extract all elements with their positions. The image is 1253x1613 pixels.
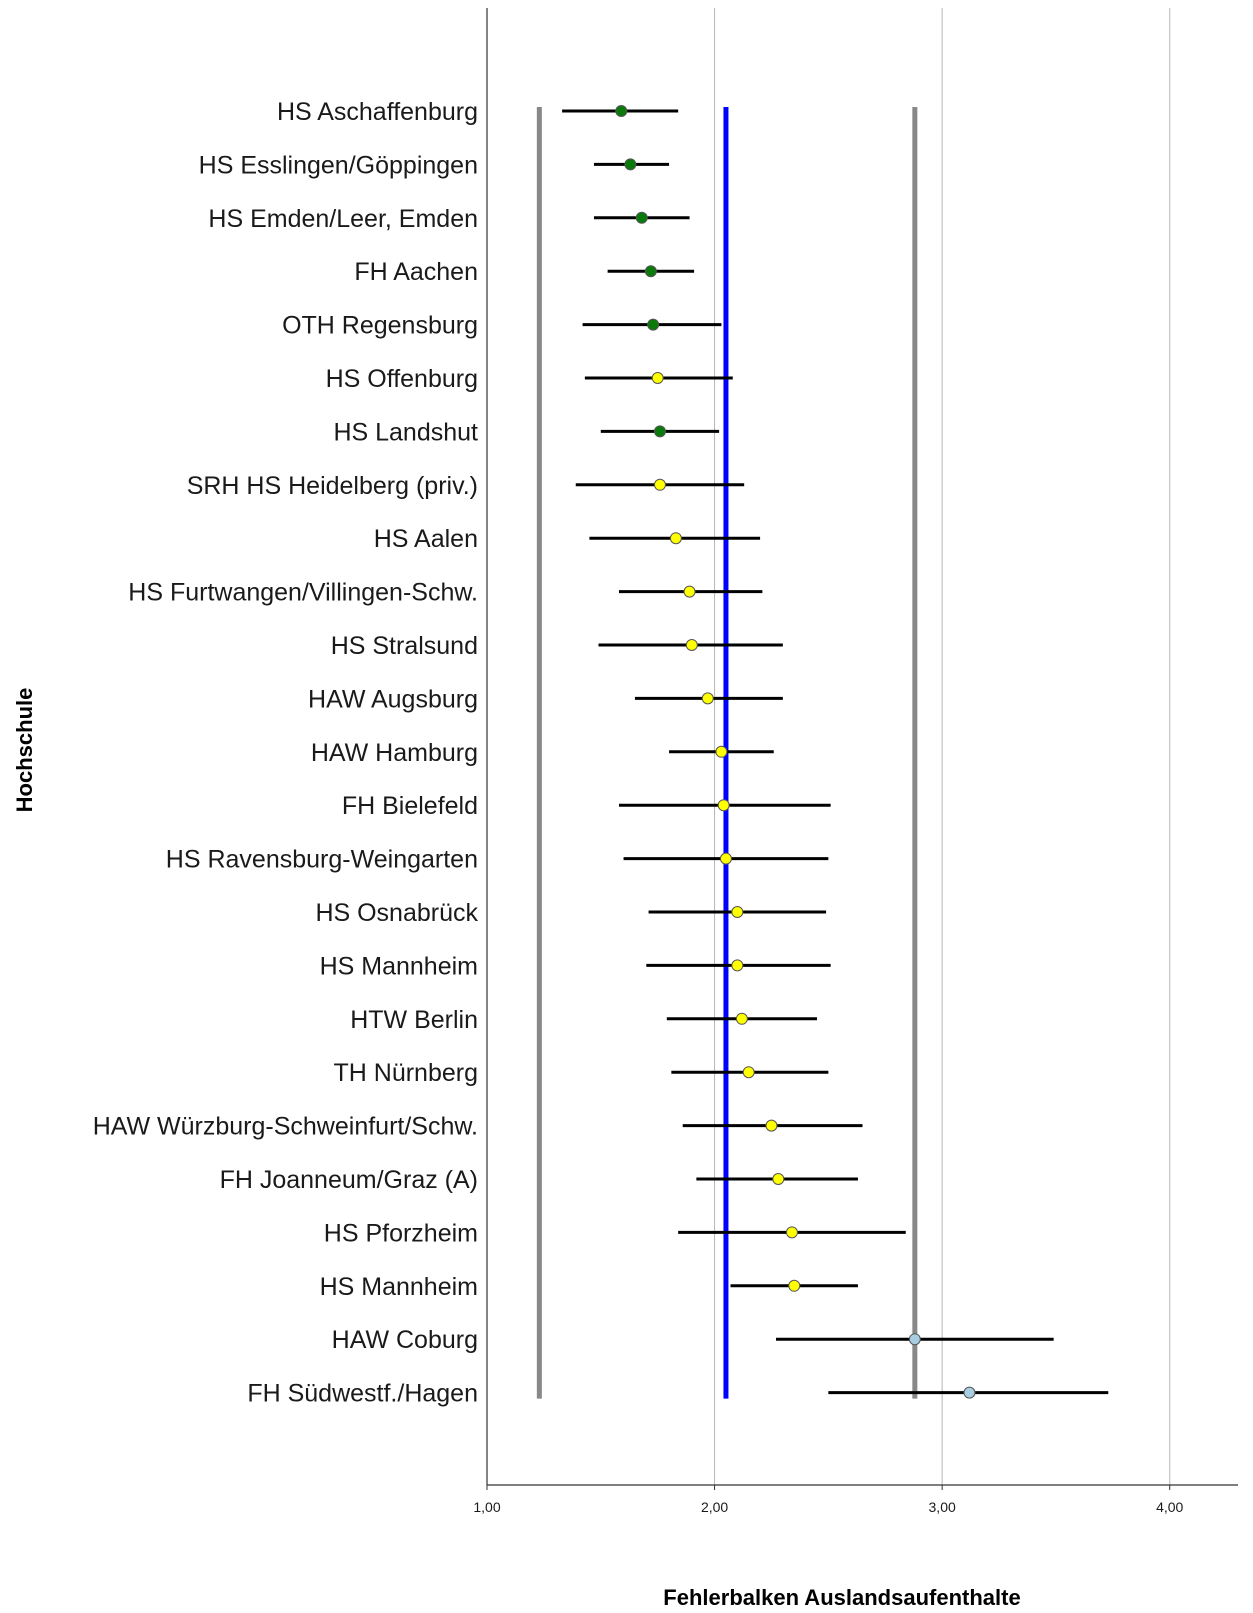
mean-marker bbox=[908, 1333, 921, 1346]
x-tick-label: 3,00 bbox=[929, 1499, 956, 1515]
category-labels: HS Aschaffenburg HS Esslingen/Göppingen HS… bbox=[93, 98, 479, 1408]
x-tick-labels: 1,00 2,00 3,00 4,00 bbox=[473, 1485, 1184, 1515]
mean-marker bbox=[669, 532, 682, 545]
mean-marker bbox=[653, 425, 666, 438]
category-label: HS Aalen bbox=[374, 525, 478, 553]
mean-marker bbox=[647, 318, 660, 331]
mean-marker bbox=[635, 211, 648, 224]
category-label: HS Esslingen/Göppingen bbox=[199, 151, 478, 179]
mean-marker bbox=[772, 1173, 785, 1185]
category-label: HS Furtwangen/Villingen-Schw. bbox=[128, 579, 478, 607]
category-label: SRH HS Heidelberg (priv.) bbox=[187, 472, 478, 500]
category-label: HS Stralsund bbox=[331, 632, 478, 660]
x-tick-label: 4,00 bbox=[1156, 1499, 1183, 1515]
x-axis-title: Fehlerbalken Auslandsaufenthalte bbox=[663, 1585, 1020, 1610]
mean-marker bbox=[717, 799, 730, 812]
mean-marker bbox=[615, 105, 628, 117]
gridlines bbox=[714, 8, 1171, 1485]
category-label: FH Bielefeld bbox=[342, 792, 478, 820]
category-label: HS Mannheim bbox=[320, 1273, 478, 1301]
mean-marker bbox=[785, 1226, 798, 1239]
category-label: FH Joanneum/Graz (A) bbox=[220, 1166, 478, 1194]
y-axis-title: Hochschule bbox=[12, 688, 37, 813]
category-label: HAW Coburg bbox=[332, 1326, 478, 1354]
category-label: OTH Regensburg bbox=[282, 312, 478, 340]
category-label: HAW Augsburg bbox=[308, 685, 478, 713]
axes bbox=[486, 8, 1238, 1486]
mean-marker bbox=[644, 265, 657, 278]
category-label: HS Pforzheim bbox=[324, 1219, 478, 1247]
category-label: HTW Berlin bbox=[350, 1006, 478, 1034]
mean-marker bbox=[701, 692, 714, 705]
category-label: HS Emden/Leer, Emden bbox=[208, 205, 478, 233]
mean-marker bbox=[963, 1386, 976, 1399]
category-label: FH Aachen bbox=[354, 258, 478, 286]
category-label: FH Südwestf./Hagen bbox=[247, 1380, 478, 1408]
category-label: HS Aschaffenburg bbox=[277, 98, 478, 126]
mean-marker bbox=[735, 1012, 748, 1025]
mean-marker bbox=[624, 158, 637, 171]
category-label: TH Nürnberg bbox=[334, 1059, 479, 1087]
category-label: HS Mannheim bbox=[320, 952, 478, 980]
mean-marker bbox=[719, 852, 732, 865]
x-tick-label: 2,00 bbox=[701, 1499, 728, 1515]
x-tick-label: 1,00 bbox=[473, 1499, 500, 1515]
mean-marker bbox=[742, 1066, 755, 1079]
category-label: HAW Würzburg-Schweinfurt/Schw. bbox=[93, 1113, 478, 1141]
category-label: HAW Hamburg bbox=[311, 739, 478, 767]
mean-marker bbox=[765, 1119, 778, 1132]
category-label: HS Offenburg bbox=[326, 365, 478, 393]
mean-marker bbox=[683, 585, 696, 598]
mean-marker bbox=[731, 906, 744, 918]
error-bars bbox=[562, 105, 1109, 1399]
category-label: HS Landshut bbox=[333, 418, 478, 446]
mean-marker bbox=[788, 1279, 801, 1292]
mean-marker bbox=[685, 639, 698, 651]
mean-marker bbox=[731, 959, 744, 972]
mean-marker bbox=[715, 745, 728, 758]
mean-marker bbox=[653, 478, 666, 491]
category-label: HS Ravensburg-Weingarten bbox=[166, 846, 478, 874]
category-label: HS Osnabrück bbox=[315, 899, 478, 927]
mean-marker bbox=[651, 372, 664, 384]
